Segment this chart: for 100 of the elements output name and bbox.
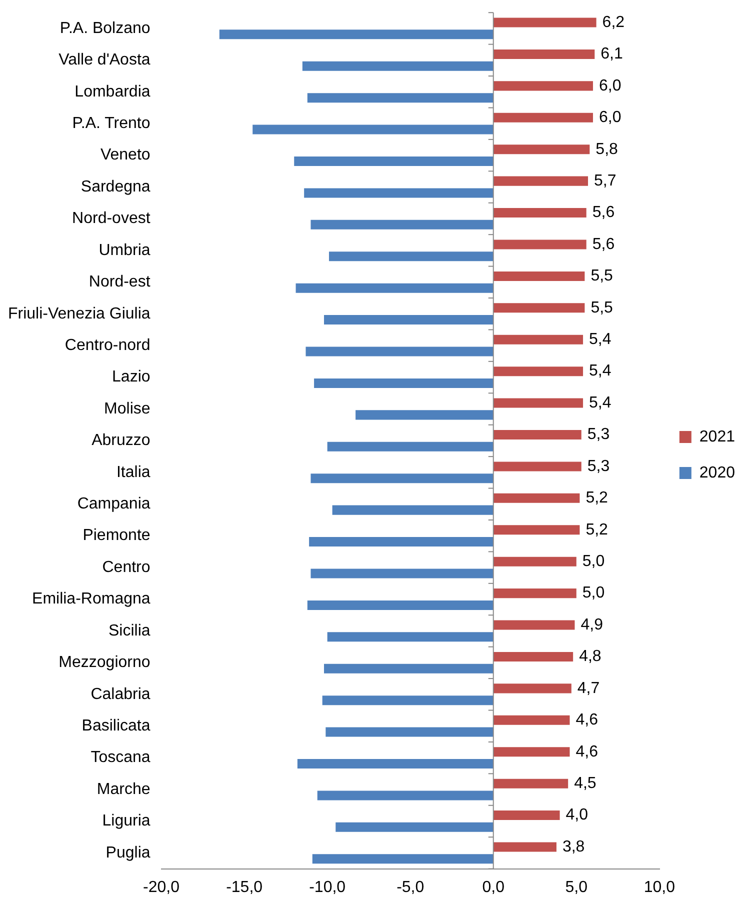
bar bbox=[356, 410, 494, 420]
y-tick-label: P.A. Trento bbox=[72, 114, 150, 132]
y-tick-label: Calabria bbox=[90, 686, 150, 703]
bar bbox=[297, 759, 494, 769]
y-tick-label: Centro-nord bbox=[64, 336, 150, 354]
bar bbox=[493, 715, 570, 725]
y-tick-label: P.A. Bolzano bbox=[60, 20, 150, 37]
y-tick-label: Piemonte bbox=[82, 527, 150, 544]
data-label: 5,6 bbox=[592, 204, 615, 222]
bar bbox=[493, 271, 585, 281]
y-tick-label: Campania bbox=[77, 496, 150, 513]
bar bbox=[493, 556, 576, 566]
bar bbox=[304, 188, 494, 198]
bar bbox=[493, 462, 582, 472]
bar bbox=[327, 632, 494, 642]
bar bbox=[324, 315, 494, 325]
bar bbox=[322, 696, 494, 706]
bar bbox=[493, 112, 593, 122]
y-tick-label: Valle d'Aosta bbox=[58, 52, 150, 69]
data-label: 4,5 bbox=[574, 774, 596, 792]
bar bbox=[493, 366, 584, 376]
data-label: 5,8 bbox=[596, 140, 618, 158]
bar bbox=[327, 442, 494, 452]
x-tick-label: -20,0 bbox=[143, 878, 180, 896]
bar bbox=[493, 49, 595, 59]
x-tick-label: 5,0 bbox=[565, 878, 588, 896]
y-tick-label: Centro bbox=[102, 558, 150, 576]
bar bbox=[307, 600, 494, 610]
data-label: 5,4 bbox=[589, 331, 612, 348]
y-tick-label: Mezzogiorno bbox=[58, 654, 150, 672]
data-label: 4,6 bbox=[576, 712, 598, 729]
bar bbox=[326, 727, 494, 737]
bar bbox=[493, 398, 584, 408]
bar bbox=[493, 493, 580, 503]
legend-label: 2020 bbox=[699, 464, 736, 482]
bar bbox=[324, 664, 494, 674]
data-label: 5,5 bbox=[590, 299, 614, 316]
data-label: 5,7 bbox=[594, 172, 616, 190]
data-label: 4,0 bbox=[566, 806, 588, 824]
x-tick-label: -10,0 bbox=[309, 878, 346, 896]
y-tick-label: Abruzzo bbox=[92, 432, 150, 450]
y-tick-label: Friuli-Venezia Giulia bbox=[8, 305, 150, 322]
y-tick-label: Nord-ovest bbox=[72, 210, 151, 228]
bar bbox=[336, 822, 494, 832]
y-tick-label: Nord-est bbox=[88, 274, 151, 291]
data-label: 5,0 bbox=[582, 584, 605, 602]
bar bbox=[493, 588, 576, 598]
bar bbox=[310, 474, 494, 484]
bar bbox=[493, 684, 572, 694]
data-label: 5,3 bbox=[587, 458, 610, 475]
bar bbox=[493, 810, 560, 820]
bar bbox=[493, 144, 590, 154]
data-label: 6,0 bbox=[598, 77, 622, 94]
bar bbox=[493, 208, 586, 218]
bar bbox=[493, 81, 593, 91]
y-tick-label: Lazio bbox=[112, 368, 150, 386]
y-tick-label: Marche bbox=[96, 780, 150, 798]
y-tick-label: Liguria bbox=[102, 812, 150, 830]
bar bbox=[493, 334, 584, 344]
bar bbox=[296, 283, 494, 293]
bar bbox=[252, 124, 494, 134]
data-label: 5,3 bbox=[587, 426, 610, 444]
data-label: 5,4 bbox=[589, 394, 612, 412]
bar bbox=[493, 525, 580, 535]
bar bbox=[219, 30, 494, 40]
bar bbox=[312, 854, 494, 864]
bar bbox=[493, 18, 596, 28]
legend-label: 2021 bbox=[699, 428, 736, 446]
bar bbox=[294, 156, 494, 166]
bar bbox=[493, 430, 582, 440]
bar bbox=[314, 378, 494, 388]
bar bbox=[493, 176, 588, 186]
bar bbox=[306, 346, 494, 356]
data-label: 4,8 bbox=[579, 648, 602, 666]
y-tick-label: Toscana bbox=[90, 749, 150, 766]
y-tick-label: Emilia-Romagna bbox=[32, 590, 150, 608]
bar bbox=[493, 778, 568, 788]
data-label: 4,6 bbox=[576, 743, 598, 760]
bar bbox=[317, 790, 494, 800]
y-tick-label: Sardegna bbox=[80, 178, 150, 196]
y-tick-label: Sicilia bbox=[108, 622, 150, 640]
bar bbox=[493, 620, 575, 630]
x-tick-label: 0,0 bbox=[482, 878, 505, 896]
bar bbox=[493, 747, 570, 757]
x-tick-label: 10,0 bbox=[644, 878, 676, 896]
bar bbox=[309, 537, 494, 547]
bar bbox=[493, 842, 556, 852]
bar bbox=[493, 303, 585, 313]
data-label: 5,2 bbox=[586, 521, 608, 538]
data-label: 5,0 bbox=[582, 553, 605, 570]
data-label: 5,5 bbox=[590, 268, 614, 285]
data-label: 3,8 bbox=[562, 838, 585, 856]
data-label: 6,2 bbox=[602, 14, 625, 31]
y-tick-label: Puglia bbox=[106, 844, 150, 862]
data-label: 5,4 bbox=[589, 362, 612, 380]
y-tick-label: Umbria bbox=[98, 242, 150, 259]
data-label: 5,6 bbox=[592, 236, 615, 253]
data-label: 6,1 bbox=[600, 46, 623, 63]
bar bbox=[328, 252, 494, 262]
x-tick-label: -5,0 bbox=[396, 878, 424, 896]
